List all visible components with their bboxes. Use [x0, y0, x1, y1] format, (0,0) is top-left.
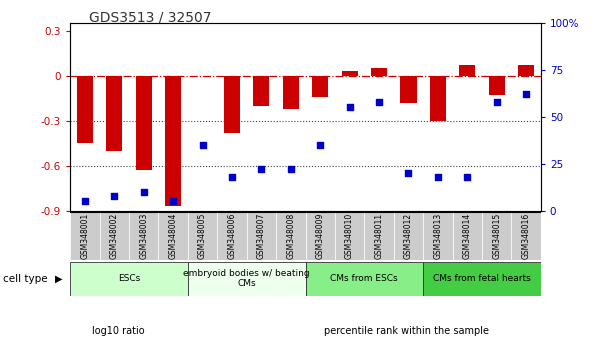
- Bar: [165, 75, 181, 206]
- Bar: [70, 262, 188, 296]
- Bar: [276, 212, 306, 260]
- Text: GSM348007: GSM348007: [257, 213, 266, 259]
- Text: GSM348009: GSM348009: [316, 213, 324, 259]
- Bar: [489, 75, 505, 95]
- Bar: [306, 212, 335, 260]
- Text: GSM348002: GSM348002: [110, 213, 119, 259]
- Bar: [106, 75, 122, 150]
- Point: [492, 99, 502, 105]
- Text: GSM348014: GSM348014: [463, 213, 472, 259]
- Point: [463, 174, 472, 180]
- Bar: [306, 262, 423, 296]
- Text: GSM348012: GSM348012: [404, 213, 413, 259]
- Point: [198, 142, 208, 148]
- Bar: [283, 75, 299, 109]
- Bar: [342, 71, 357, 75]
- Point: [139, 189, 148, 195]
- Text: cell type: cell type: [3, 274, 48, 284]
- Bar: [100, 212, 129, 260]
- Bar: [188, 212, 218, 260]
- Text: percentile rank within the sample: percentile rank within the sample: [324, 326, 489, 336]
- Point: [109, 193, 119, 199]
- Bar: [218, 212, 247, 260]
- Text: GSM348008: GSM348008: [287, 213, 295, 259]
- Point: [80, 198, 90, 204]
- Text: log10 ratio: log10 ratio: [92, 326, 144, 336]
- Point: [257, 166, 266, 172]
- Bar: [364, 212, 393, 260]
- Bar: [158, 212, 188, 260]
- Bar: [430, 75, 446, 121]
- Bar: [136, 75, 152, 170]
- Bar: [371, 68, 387, 75]
- Bar: [511, 212, 541, 260]
- Bar: [453, 212, 482, 260]
- Text: embryoid bodies w/ beating
CMs: embryoid bodies w/ beating CMs: [183, 269, 310, 289]
- Bar: [518, 65, 534, 75]
- Text: CMs from ESCs: CMs from ESCs: [331, 274, 398, 283]
- Bar: [459, 65, 475, 75]
- Text: GDS3513 / 32507: GDS3513 / 32507: [89, 11, 211, 25]
- Text: GSM348015: GSM348015: [492, 213, 501, 259]
- Bar: [312, 75, 328, 97]
- Bar: [70, 212, 100, 260]
- Point: [168, 198, 178, 204]
- Point: [521, 91, 531, 97]
- Bar: [335, 212, 364, 260]
- Text: ESCs: ESCs: [118, 274, 140, 283]
- Point: [433, 174, 443, 180]
- Bar: [129, 212, 158, 260]
- Point: [345, 104, 354, 110]
- Text: GSM348005: GSM348005: [198, 213, 207, 259]
- Point: [374, 99, 384, 105]
- Point: [286, 166, 296, 172]
- Bar: [423, 262, 541, 296]
- Point: [315, 142, 325, 148]
- Bar: [423, 212, 453, 260]
- Point: [403, 170, 413, 176]
- Text: CMs from fetal hearts: CMs from fetal hearts: [433, 274, 531, 283]
- Text: GSM348004: GSM348004: [169, 213, 178, 259]
- Text: GSM348011: GSM348011: [375, 213, 384, 259]
- Bar: [77, 75, 93, 143]
- Bar: [247, 212, 276, 260]
- Bar: [188, 262, 306, 296]
- Bar: [224, 75, 240, 133]
- Bar: [482, 212, 511, 260]
- Text: GSM348013: GSM348013: [433, 213, 442, 259]
- Bar: [400, 75, 417, 103]
- Point: [227, 174, 237, 180]
- Text: ▶: ▶: [55, 274, 62, 284]
- Text: GSM348006: GSM348006: [227, 213, 236, 259]
- Bar: [393, 212, 423, 260]
- Bar: [254, 75, 269, 105]
- Text: GSM348001: GSM348001: [81, 213, 89, 259]
- Text: GSM348016: GSM348016: [522, 213, 530, 259]
- Text: GSM348003: GSM348003: [139, 213, 148, 259]
- Text: GSM348010: GSM348010: [345, 213, 354, 259]
